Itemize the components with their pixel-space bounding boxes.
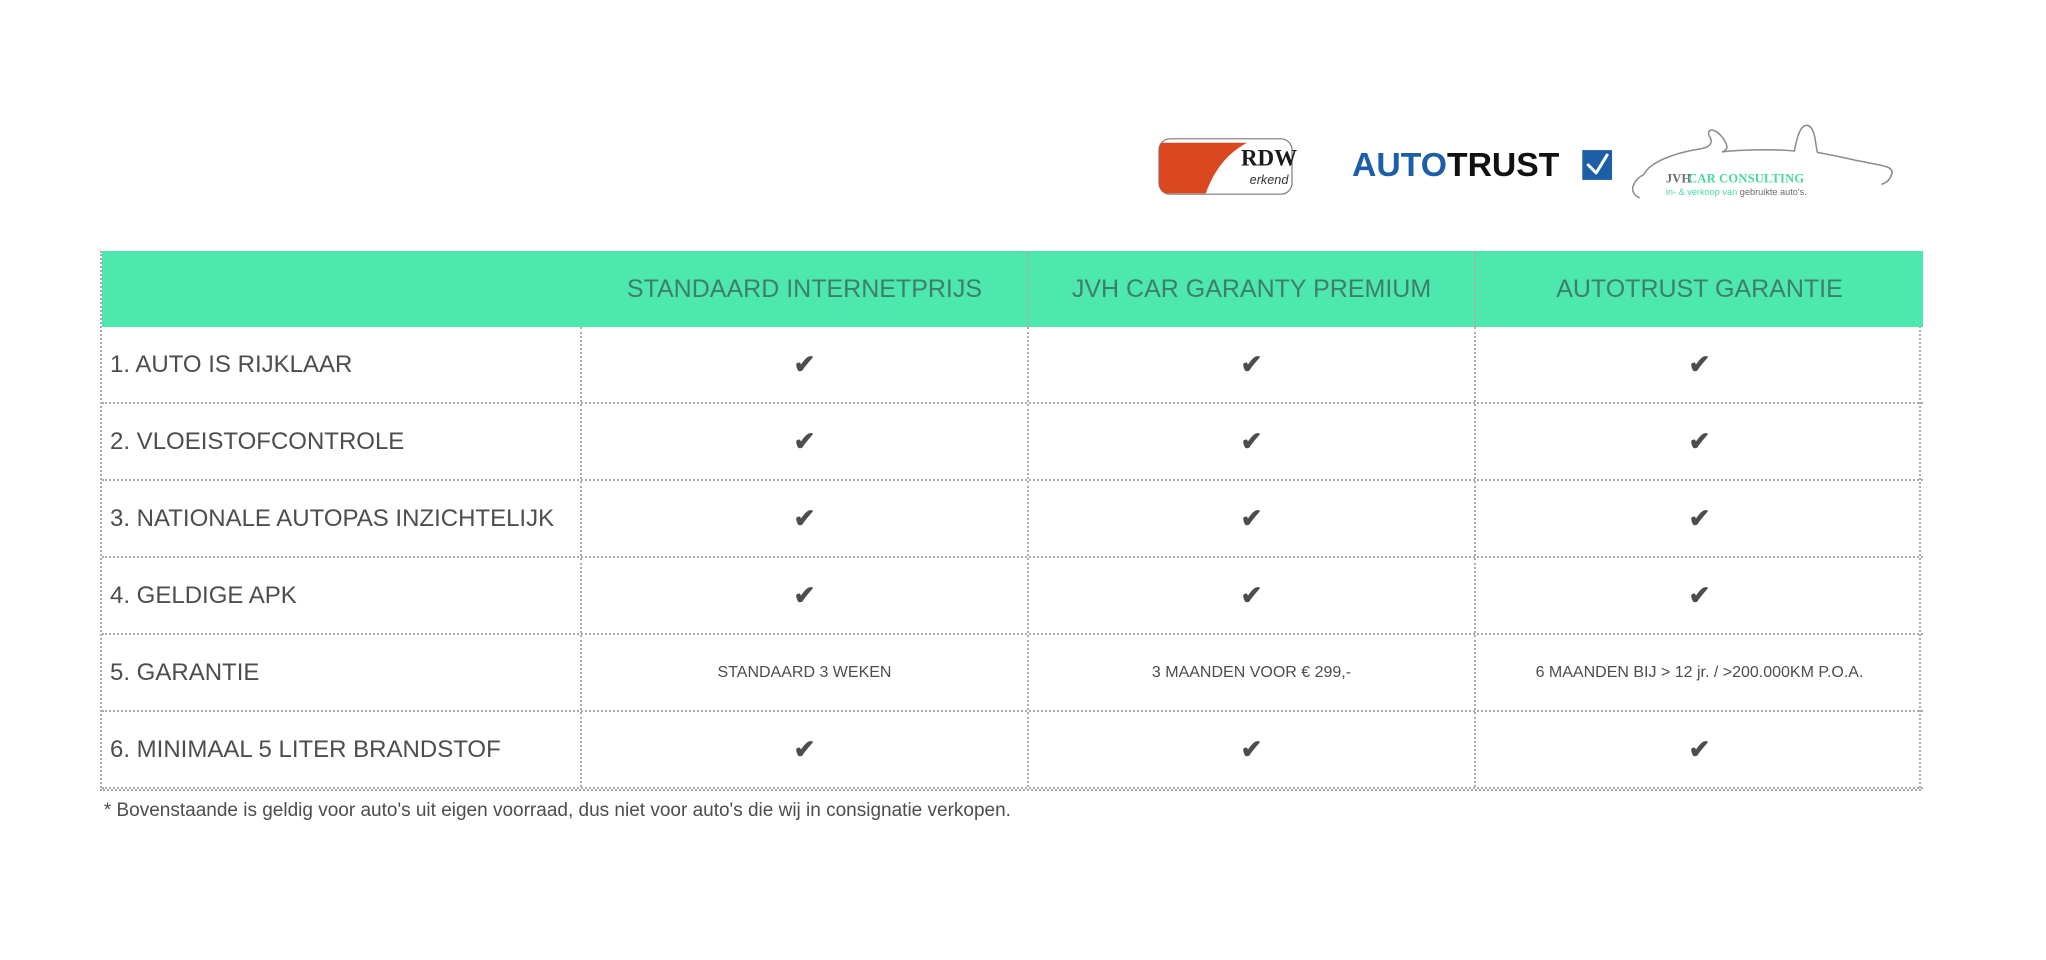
svg-text:CAR CONSULTING: CAR CONSULTING: [1688, 171, 1804, 185]
svg-text:erkend: erkend: [1250, 173, 1290, 187]
svg-text:RDW: RDW: [1241, 146, 1297, 171]
svg-text:AUTOTRUST: AUTOTRUST: [1352, 146, 1560, 184]
svg-text:in- & verkoop van gebruikte au: in- & verkoop van gebruikte auto's.: [1666, 187, 1807, 197]
